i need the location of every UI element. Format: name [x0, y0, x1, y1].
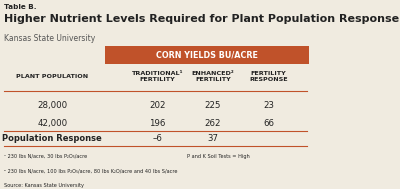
- Text: 196: 196: [149, 119, 166, 128]
- Text: ² 230 lbs N/acre, 100 lbs P₂O₅/acre, 80 lbs K₂O/acre and 40 lbs S/acre: ² 230 lbs N/acre, 100 lbs P₂O₅/acre, 80 …: [4, 168, 178, 173]
- Text: 37: 37: [208, 134, 218, 143]
- Text: CORN YIELDS BU/ACRE: CORN YIELDS BU/ACRE: [156, 50, 258, 59]
- Text: Source: Kansas State University: Source: Kansas State University: [4, 183, 84, 188]
- Text: 66: 66: [263, 119, 274, 128]
- Text: Population Response: Population Response: [2, 134, 102, 143]
- Text: TRADITIONAL¹
FERTILITY: TRADITIONAL¹ FERTILITY: [132, 71, 183, 82]
- Text: 28,000: 28,000: [37, 101, 68, 111]
- Text: FERTILITY
RESPONSE: FERTILITY RESPONSE: [249, 71, 288, 82]
- Text: 262: 262: [205, 119, 221, 128]
- Text: PLANT POPULATION: PLANT POPULATION: [16, 74, 88, 79]
- Text: P and K Soil Tests = High: P and K Soil Tests = High: [187, 153, 250, 159]
- Text: Table B.: Table B.: [4, 4, 37, 10]
- Text: –6: –6: [152, 134, 162, 143]
- Text: Kansas State University: Kansas State University: [4, 34, 96, 43]
- Text: 202: 202: [149, 101, 166, 111]
- Text: ENHANCED²
FERTILITY: ENHANCED² FERTILITY: [192, 71, 234, 82]
- FancyBboxPatch shape: [105, 46, 309, 64]
- Text: 42,000: 42,000: [37, 119, 68, 128]
- Text: 225: 225: [205, 101, 221, 111]
- Text: ¹ 230 lbs N/acre, 30 lbs P₂O₅/acre: ¹ 230 lbs N/acre, 30 lbs P₂O₅/acre: [4, 153, 88, 159]
- Text: 23: 23: [263, 101, 274, 111]
- Text: Higher Nutrient Levels Required for Plant Population Response: Higher Nutrient Levels Required for Plan…: [4, 14, 400, 24]
